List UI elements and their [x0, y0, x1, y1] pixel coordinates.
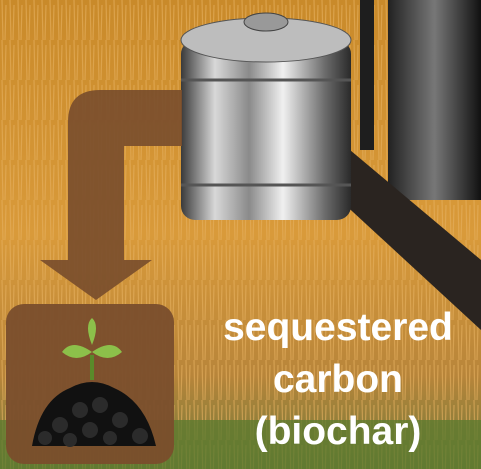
machine-tank: [388, 0, 481, 200]
page: sequestered carbon (biochar) (() => { co…: [0, 0, 481, 469]
reactor-knob: [244, 13, 288, 31]
caption-line: carbon: [273, 358, 403, 401]
caption-line: sequestered: [223, 306, 453, 349]
caption-line: (biochar): [255, 410, 422, 453]
scene: sequestered carbon (biochar): [0, 0, 481, 469]
machine-post: [360, 0, 374, 150]
reactor-cylinder: [181, 40, 351, 220]
